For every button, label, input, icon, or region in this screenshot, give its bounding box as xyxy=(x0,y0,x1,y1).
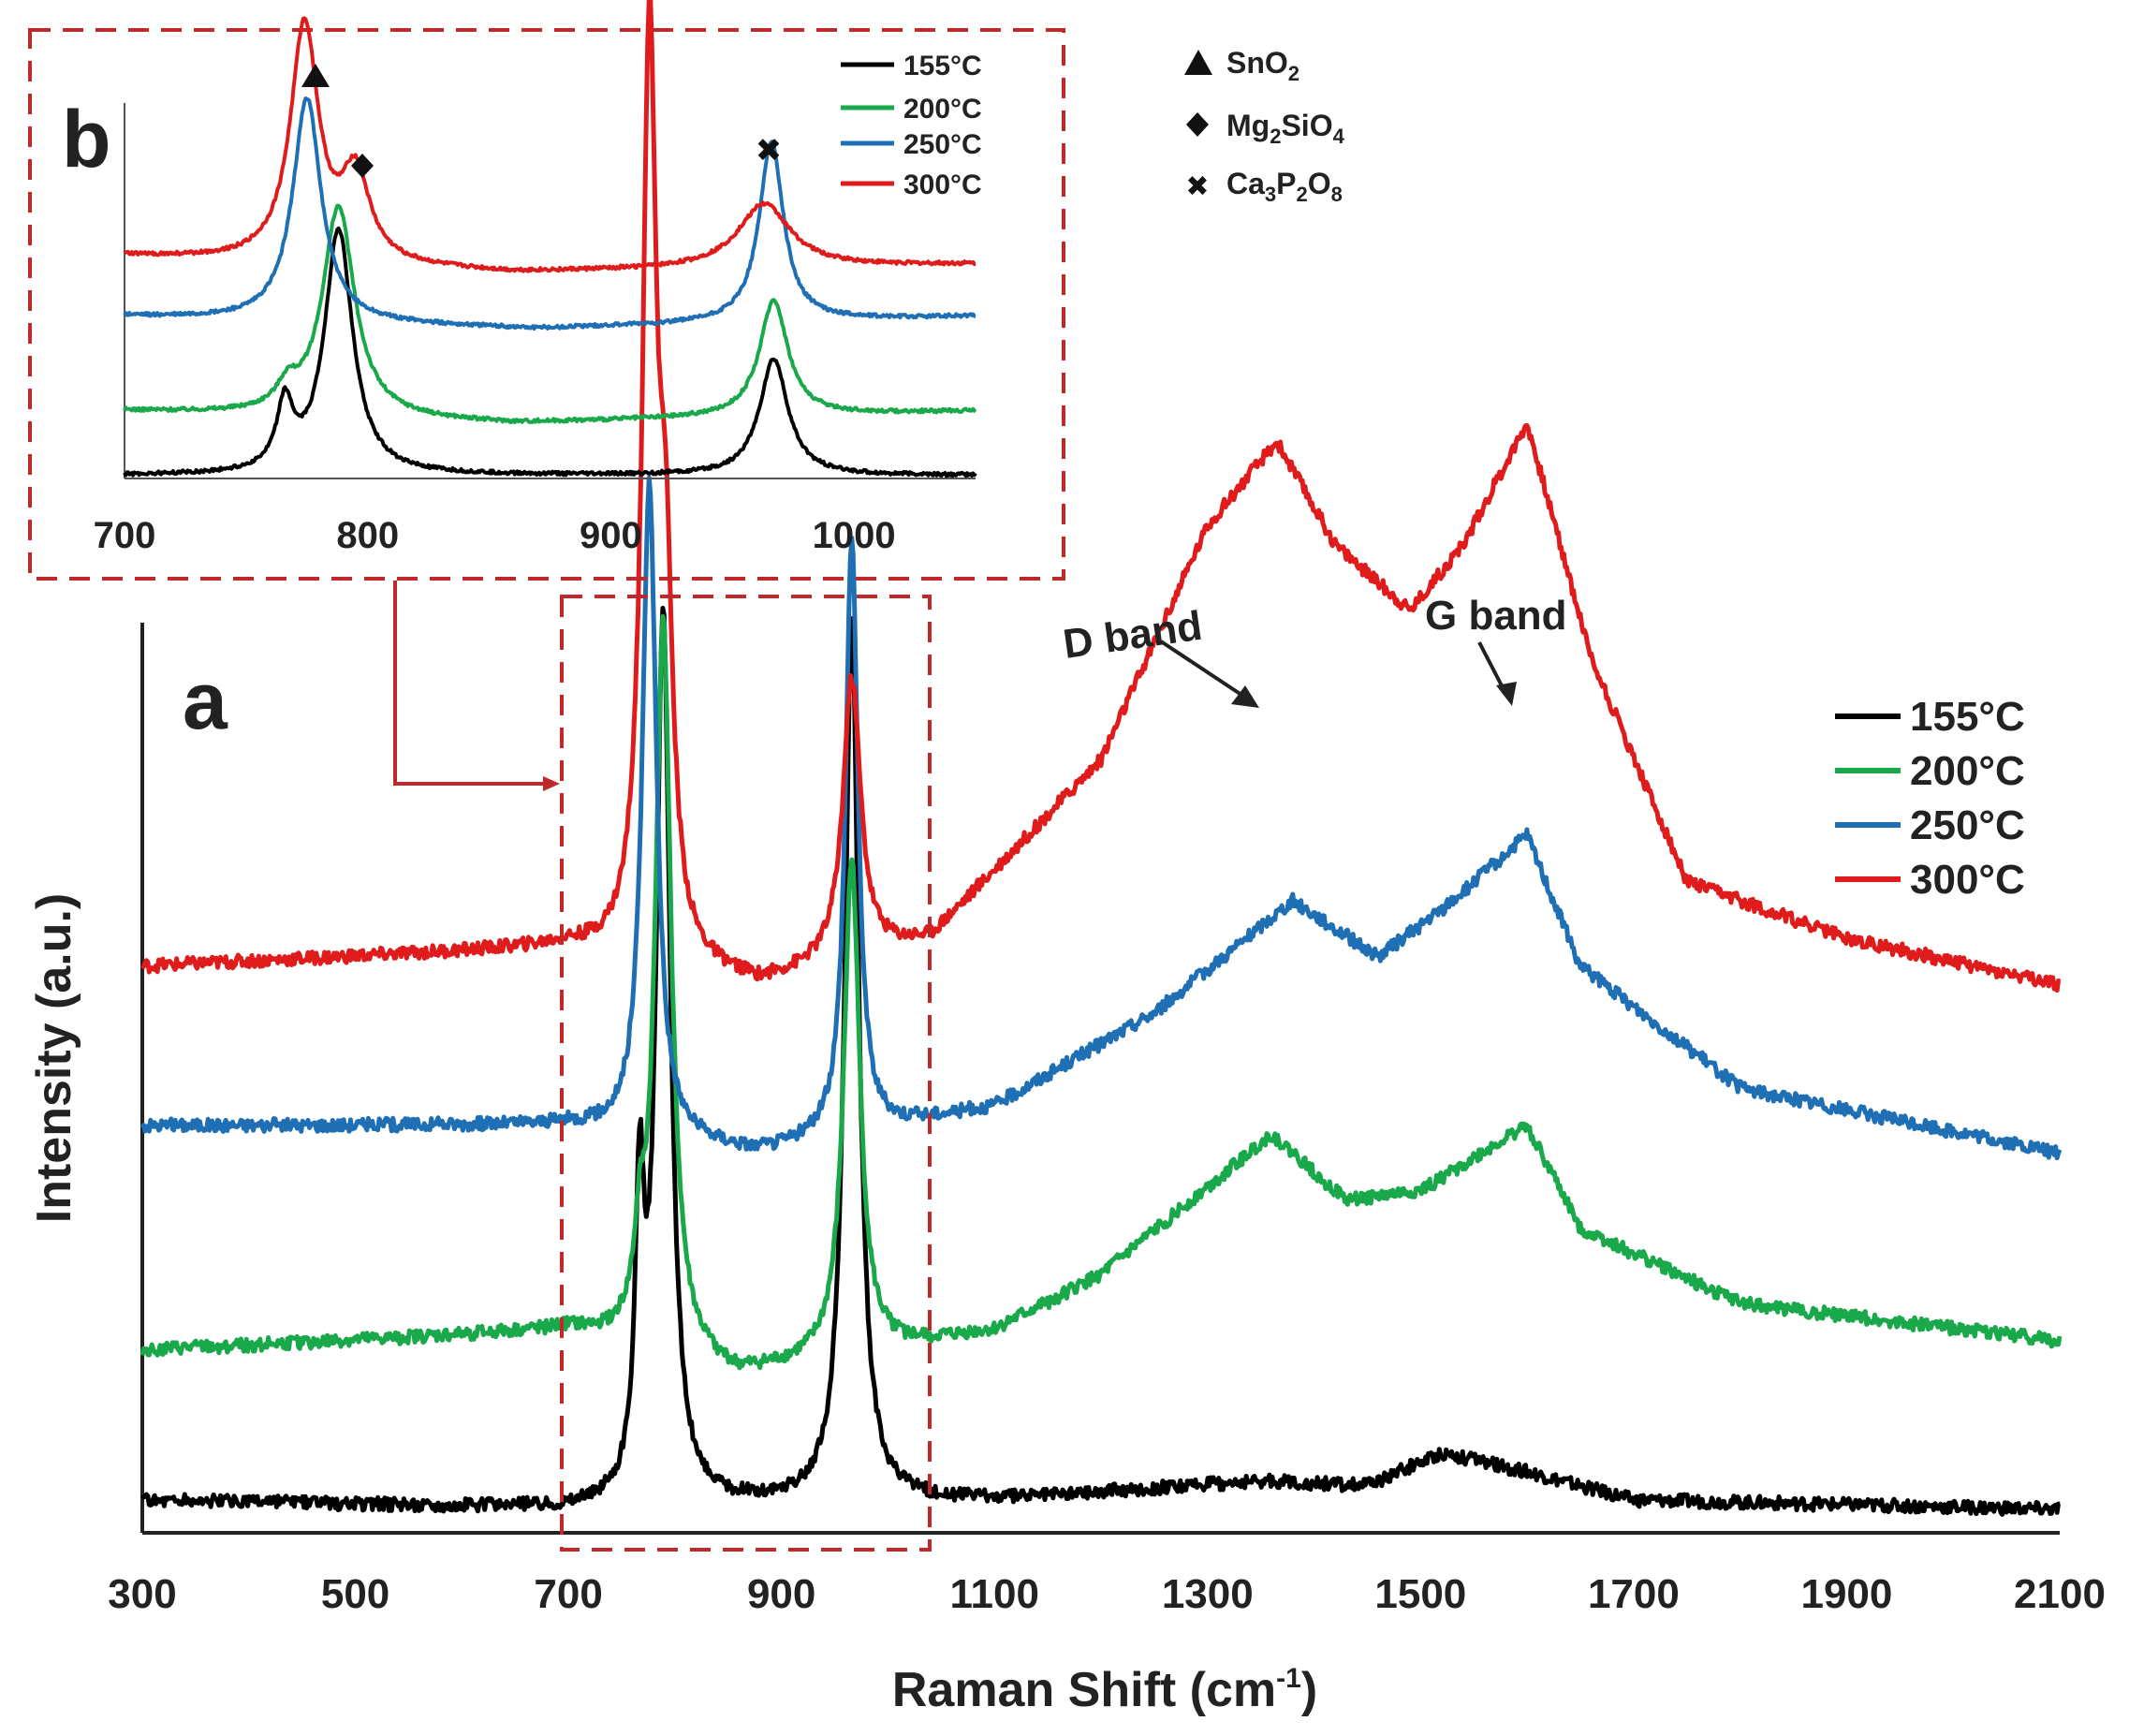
panel-a-x-ticks: 300 500 700 900 1100 1300 1500 1700 1900 2100 xyxy=(108,1571,2106,1617)
x-tick-label: 1100 xyxy=(949,1571,1038,1617)
series-line-250c xyxy=(139,475,2063,1161)
x-tick-label: 2100 xyxy=(2014,1571,2106,1617)
series-line-155c xyxy=(139,606,2061,1517)
y-axis-title: Intensity (a.u.) xyxy=(27,893,81,1223)
series-line-200c xyxy=(139,613,2063,1371)
legend-a-label-155: 155°C xyxy=(1910,694,2025,740)
g-band-label: G band xyxy=(1425,593,1567,639)
zoom-connector-arrowhead xyxy=(543,776,560,791)
x-tick-label: 300 xyxy=(108,1571,176,1617)
zoom-region-box xyxy=(560,595,932,1552)
panel-b-legend: 155°C 200°C 250°C 300°C xyxy=(841,51,982,200)
compound-legend: SnO2 Mg2SiO4 ✖ Ca3P2O8 xyxy=(1184,46,1345,206)
sno2-peak-marker xyxy=(301,64,330,87)
d-band-arrowhead xyxy=(1231,685,1259,708)
ca3p2o8-peak-marker: ✖ xyxy=(756,132,783,169)
compound-label-sno2: SnO2 xyxy=(1226,46,1299,85)
x-tick-label: 900 xyxy=(747,1571,815,1617)
compound-label-mg2sio4: Mg2SiO4 xyxy=(1226,109,1345,148)
series-line-250c xyxy=(123,96,976,331)
mg2sio4-peak-marker xyxy=(351,154,374,178)
x-tick-label: 700 xyxy=(94,515,156,556)
zoom-connector xyxy=(393,581,551,786)
panel-a-legend: 155°C 200°C 250°C 300°C xyxy=(1835,694,2025,903)
panel-a-series xyxy=(139,0,2063,1517)
legend-b-label-250: 250°C xyxy=(903,129,982,160)
x-tick-label: 1700 xyxy=(1588,1571,1680,1617)
panel-b: 700 800 900 1000 b ✖ 155°C 200°C 250°C 300°… xyxy=(28,16,1065,581)
panel-b-frame xyxy=(28,28,1065,581)
legend-a-label-250: 250°C xyxy=(1910,802,2025,848)
legend-b-label-200: 200°C xyxy=(903,94,982,125)
series-line-200c xyxy=(123,203,977,424)
series-line-300c xyxy=(140,0,2062,993)
panel-b-label: b xyxy=(62,95,111,184)
x-tick-label: 1500 xyxy=(1374,1571,1466,1617)
x-tick-label: 1000 xyxy=(813,515,896,556)
panel-a: 300 500 700 900 1100 1300 1500 1700 1900 2100 a R… xyxy=(27,0,2106,1717)
x-tick-label: 1300 xyxy=(1162,1571,1254,1617)
series-line-155c xyxy=(123,226,977,478)
panel-b-x-ticks: 700 800 900 1000 xyxy=(94,515,896,556)
g-band-arrowhead xyxy=(1496,682,1517,706)
legend-b-label-155: 155°C xyxy=(903,51,982,81)
band-annotations: D band G band xyxy=(1061,593,1567,708)
x-tick-label: 1900 xyxy=(1800,1571,1892,1617)
series-line-300c xyxy=(123,16,976,273)
compound-label-ca3p2o8: Ca3P2O8 xyxy=(1226,167,1343,206)
x-tick-label: 900 xyxy=(580,515,642,556)
panel-b-series xyxy=(123,16,977,478)
legend-b-label-300: 300°C xyxy=(903,169,982,200)
legend-a-label-300: 300°C xyxy=(1910,857,2025,903)
d-band-arrow xyxy=(1159,640,1252,702)
x-tick-label: 700 xyxy=(534,1571,602,1617)
legend-a-label-200: 200°C xyxy=(1910,748,2025,794)
x-tick-label: 500 xyxy=(321,1571,389,1617)
panel-a-label: a xyxy=(183,656,228,746)
triangle-icon xyxy=(1184,50,1212,75)
x-tick-label: 800 xyxy=(336,515,399,556)
diamond-icon xyxy=(1186,112,1209,137)
cross-icon: ✖ xyxy=(1185,170,1209,203)
x-axis-title: Raman Shift (cm-1) xyxy=(892,1663,1317,1717)
